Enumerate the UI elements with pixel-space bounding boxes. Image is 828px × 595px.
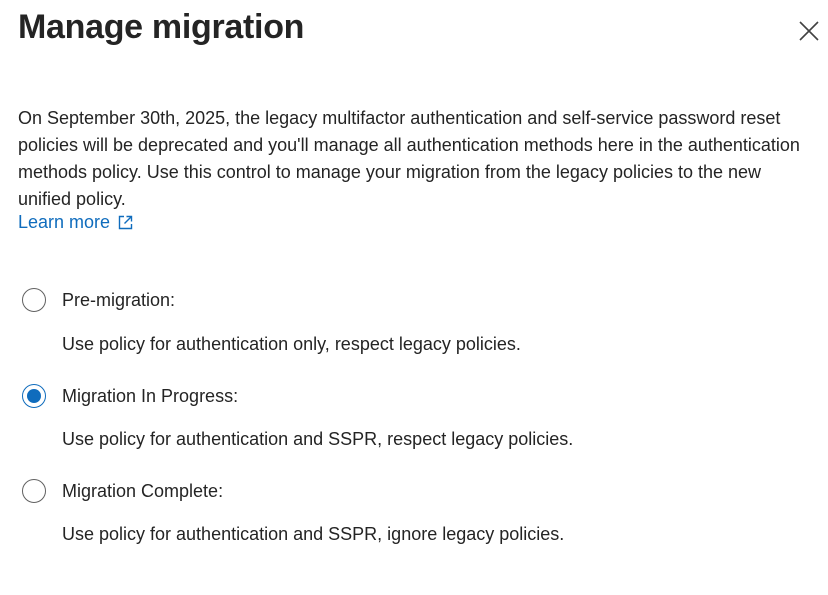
page-title: Manage migration — [18, 8, 305, 46]
option-description: Use policy for authentication and SSPR, … — [62, 524, 565, 544]
radio-pre-migration[interactable]: Pre-migration: — [22, 288, 175, 312]
option-label: Migration Complete: — [62, 480, 224, 501]
radio-button[interactable] — [22, 384, 46, 408]
radio-button[interactable] — [22, 288, 46, 312]
radio-button[interactable] — [22, 479, 46, 503]
option-description: Use policy for authentication only, resp… — [62, 334, 521, 354]
learn-more-label: Learn more — [18, 212, 111, 232]
description: On September 30th, 2025, the legacy mult… — [18, 108, 800, 209]
option-description: Use policy for authentication and SSPR, … — [62, 429, 574, 449]
radio-dot — [27, 389, 41, 403]
external-link-icon — [118, 215, 133, 230]
radio-migration-complete[interactable]: Migration Complete: — [22, 479, 223, 503]
option-label: Migration In Progress: — [62, 385, 239, 406]
option-label: Pre-migration: — [62, 289, 176, 310]
learn-more-link[interactable]: Learn more — [18, 212, 133, 233]
close-icon[interactable] — [796, 18, 822, 44]
radio-migration-in-progress[interactable]: Migration In Progress: — [22, 384, 238, 408]
